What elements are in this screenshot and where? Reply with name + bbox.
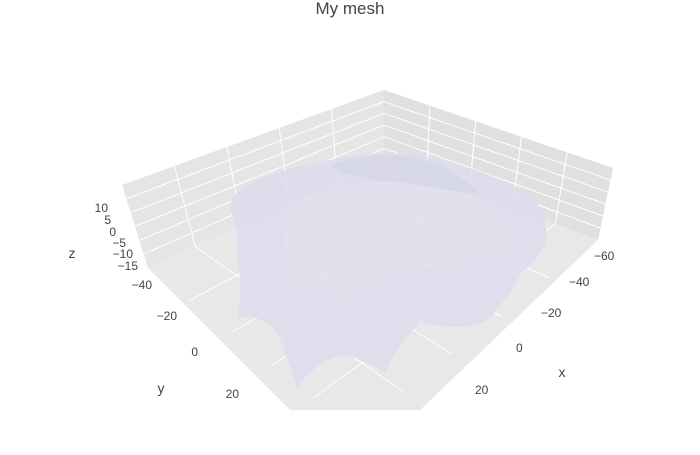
z-axis-title: z <box>69 245 76 261</box>
grid-line <box>383 136 604 217</box>
grid-line <box>126 101 385 200</box>
y-axis-title: y <box>158 380 165 396</box>
grid-line <box>383 112 609 193</box>
grid-line <box>134 124 385 227</box>
mesh-shade <box>283 180 520 296</box>
y-tick-label: 0 <box>191 345 198 359</box>
z-tick-label: −5 <box>112 236 126 250</box>
y-tick-label: −40 <box>132 278 153 292</box>
z-tick-label: −15 <box>118 259 139 273</box>
y-axis: −40 −20 0 20 y <box>132 278 240 401</box>
x-axis-title: x <box>559 364 566 380</box>
grid-line <box>383 124 606 205</box>
x-tick-label: 20 <box>475 383 489 397</box>
x-tick-label: 0 <box>516 341 523 355</box>
grid-line <box>383 101 611 181</box>
z-tick-label: −10 <box>113 247 134 261</box>
x-axis: −60 −40 −20 0 20 x <box>475 249 615 397</box>
z-tick-label: 5 <box>104 213 111 227</box>
chart-title: My mesh <box>315 0 385 18</box>
wall-left <box>122 90 384 268</box>
grid-line <box>130 112 385 214</box>
x-tick-label: −60 <box>594 249 615 263</box>
mesh-highlight <box>330 155 480 195</box>
y-tick-label: 20 <box>226 387 240 401</box>
wall-right <box>384 90 613 240</box>
z-tick-label: 0 <box>109 225 116 239</box>
z-tick-label: 10 <box>95 201 109 215</box>
y-tick-label: −20 <box>157 309 178 323</box>
x-tick-label: −40 <box>569 275 590 289</box>
x-tick-label: −20 <box>541 306 562 320</box>
mesh-surface <box>230 152 547 388</box>
z-axis: 10 5 0 −5 −10 −15 z <box>69 201 139 273</box>
